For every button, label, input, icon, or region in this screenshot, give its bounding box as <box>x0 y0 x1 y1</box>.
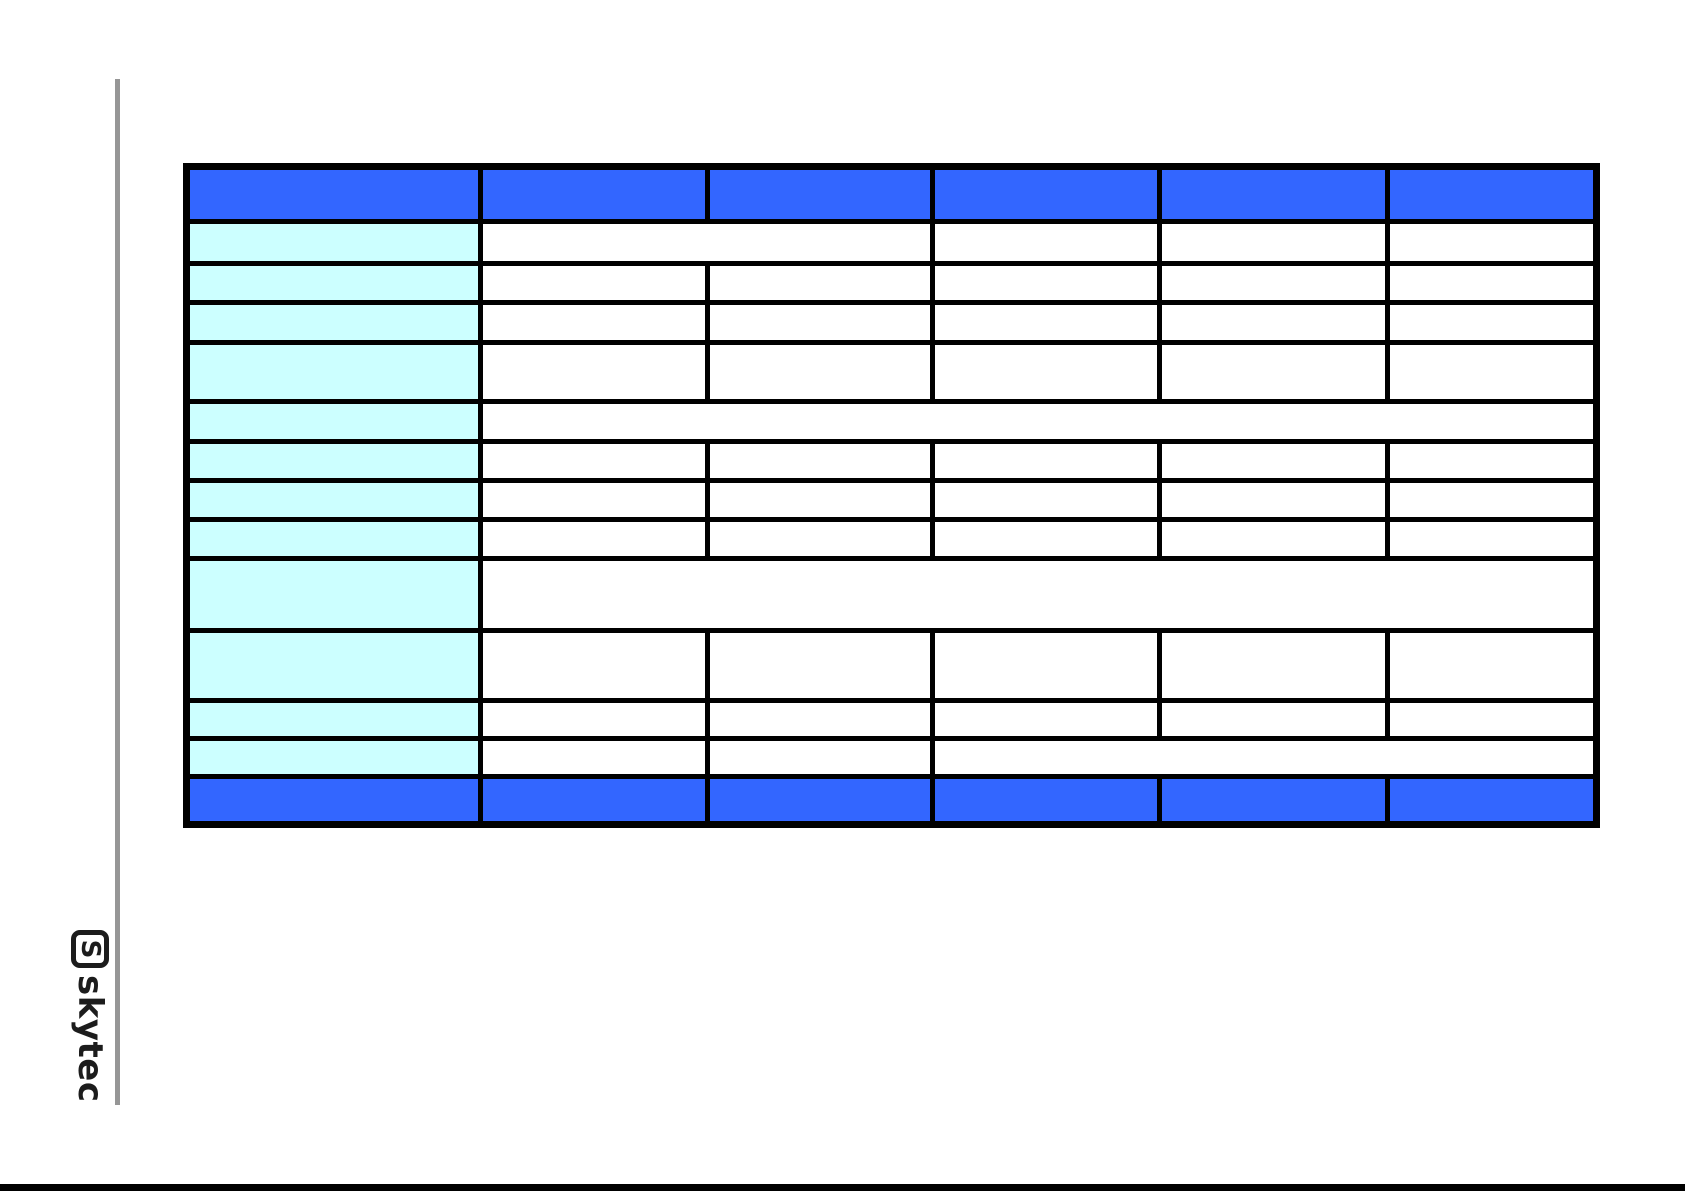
data-cell <box>1157 628 1390 703</box>
header-cell <box>705 164 935 224</box>
data-cell <box>478 340 710 404</box>
footer-cell <box>1157 774 1390 827</box>
data-cell <box>930 698 1162 741</box>
data-cell <box>1157 300 1390 345</box>
data-cell <box>1157 439 1390 483</box>
data-cell <box>1157 698 1390 741</box>
data-cell <box>478 517 710 561</box>
data-cell <box>1385 478 1599 522</box>
data-cell <box>930 517 1162 561</box>
header-cell <box>930 164 1162 224</box>
row-label-cell <box>184 300 483 345</box>
data-cell <box>705 340 935 404</box>
table-header-row <box>184 164 1599 224</box>
data-cell <box>478 300 710 345</box>
header-cell <box>1385 164 1599 224</box>
data-cell <box>930 300 1162 345</box>
row-label-cell <box>184 439 483 483</box>
table-footer-row <box>184 774 1599 827</box>
footer-cell <box>184 774 483 827</box>
data-cell <box>1385 439 1599 483</box>
data-cell <box>1385 628 1599 703</box>
data-cell <box>930 340 1162 404</box>
header-cell <box>184 164 483 224</box>
row-label-cell <box>184 478 483 522</box>
table-row <box>184 698 1599 741</box>
data-cell <box>705 439 935 483</box>
data-cell <box>1385 340 1599 404</box>
skytec-logo-text: skytec <box>70 975 110 1103</box>
row-label-cell <box>184 628 483 703</box>
data-cell <box>930 219 1162 266</box>
data-cell <box>1157 478 1390 522</box>
data-cell <box>478 736 710 779</box>
row-label-cell <box>184 556 483 633</box>
header-cell <box>478 164 710 224</box>
data-cell <box>1157 340 1390 404</box>
footer-cell <box>478 774 710 827</box>
data-cell <box>1157 261 1390 305</box>
data-cell <box>1385 300 1599 345</box>
vertical-rule <box>115 79 120 1105</box>
table-row <box>184 439 1599 483</box>
table-row <box>184 556 1599 633</box>
data-cell <box>1157 219 1390 266</box>
data-cell <box>478 439 710 483</box>
data-cell <box>705 517 935 561</box>
table-row <box>184 261 1599 305</box>
table-row <box>184 300 1599 345</box>
spec-table-container <box>183 163 1600 828</box>
footer-cell <box>930 774 1162 827</box>
table-row <box>184 628 1599 703</box>
data-cell <box>1385 219 1599 266</box>
data-cell <box>705 698 935 741</box>
spec-table <box>183 163 1600 828</box>
data-cell <box>1385 517 1599 561</box>
row-label-cell <box>184 698 483 741</box>
row-label-cell <box>184 399 483 444</box>
data-cell <box>1385 698 1599 741</box>
data-cell <box>1385 261 1599 305</box>
row-label-cell <box>184 517 483 561</box>
row-label-cell <box>184 736 483 779</box>
row-label-cell <box>184 219 483 266</box>
skytec-s-letter: S <box>75 939 105 959</box>
data-cell <box>930 439 1162 483</box>
table-row <box>184 478 1599 522</box>
data-cell <box>930 628 1162 703</box>
data-cell <box>705 736 935 779</box>
page-bottom-bar <box>0 1184 1685 1191</box>
data-cell <box>478 698 710 741</box>
table-row <box>184 517 1599 561</box>
table-row <box>184 736 1599 779</box>
table-row <box>184 219 1599 266</box>
table-row <box>184 399 1599 444</box>
data-cell <box>705 478 935 522</box>
data-cell <box>705 628 935 703</box>
data-cell <box>930 736 1599 779</box>
data-cell <box>705 261 935 305</box>
data-cell <box>478 219 935 266</box>
data-cell <box>478 399 1599 444</box>
footer-cell <box>705 774 935 827</box>
data-cell <box>705 300 935 345</box>
data-cell <box>1157 517 1390 561</box>
data-cell <box>478 556 1599 633</box>
row-label-cell <box>184 261 483 305</box>
data-cell <box>478 628 710 703</box>
table-row <box>184 340 1599 404</box>
header-cell <box>1157 164 1390 224</box>
skytec-s-icon: S <box>71 930 109 968</box>
skytec-logo: S skytec <box>68 930 112 1130</box>
data-cell <box>478 478 710 522</box>
data-cell <box>930 478 1162 522</box>
data-cell <box>930 261 1162 305</box>
data-cell <box>478 261 710 305</box>
footer-cell <box>1385 774 1599 827</box>
row-label-cell <box>184 340 483 404</box>
